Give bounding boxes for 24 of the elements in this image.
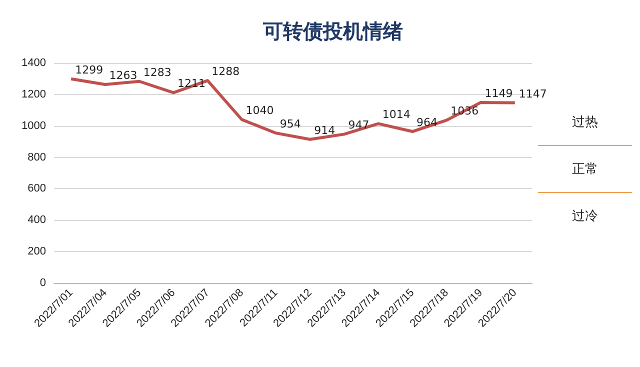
data-label: 1299: [75, 63, 104, 76]
data-label: 1283: [143, 66, 172, 79]
data-label: 1014: [382, 108, 410, 122]
data-label: 1288: [212, 65, 240, 78]
y-tick-label: 1400: [22, 57, 46, 69]
y-tick-label: 1200: [22, 88, 46, 100]
data-label: 964: [416, 116, 438, 130]
data-label: 947: [348, 118, 370, 132]
text: 过冷: [571, 208, 599, 225]
data-label: 1147: [518, 87, 547, 100]
data-label: 954: [280, 118, 301, 131]
text: 正常: [571, 161, 599, 178]
text: 过热: [571, 114, 599, 131]
y-tick-label: 1000: [22, 120, 46, 132]
y-tick-label: 400: [28, 214, 46, 226]
y-tick-label: 600: [28, 182, 46, 195]
y-tick-label: 0: [40, 277, 46, 289]
data-label: 1149: [484, 86, 513, 100]
y-tick-label: 800: [28, 151, 46, 164]
y-tick-label: 200: [28, 246, 46, 258]
chart-title: 可转债投机情绪: [262, 19, 403, 43]
data-label: 1263: [109, 69, 138, 82]
data-label: 1040: [246, 104, 274, 118]
data-label: 914: [314, 124, 336, 137]
